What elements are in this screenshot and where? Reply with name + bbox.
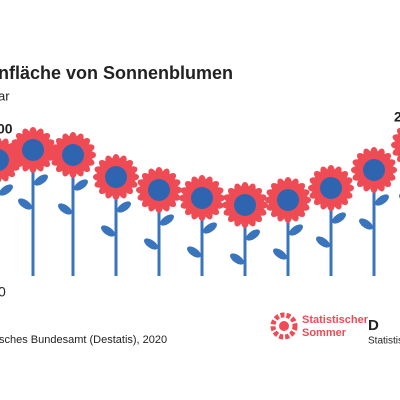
label: 0 xyxy=(0,284,6,300)
leaf xyxy=(359,218,373,230)
leaf xyxy=(332,212,346,224)
logo2-mark: D xyxy=(368,317,379,334)
leaf xyxy=(144,238,158,250)
seed-head xyxy=(22,139,44,161)
seed-head xyxy=(277,189,299,211)
seed-head xyxy=(320,177,342,199)
leaf xyxy=(203,222,217,234)
leaf xyxy=(316,236,330,248)
logo: Statistischer Sommer xyxy=(270,312,369,340)
leaf xyxy=(289,224,303,236)
leaf xyxy=(375,194,389,206)
leaf xyxy=(101,225,115,237)
leaf xyxy=(246,229,260,241)
label: 00 xyxy=(0,121,13,137)
seed-head xyxy=(148,179,170,201)
petal xyxy=(392,134,400,144)
leaf xyxy=(18,198,32,210)
logo-icon xyxy=(279,321,289,331)
flower xyxy=(93,154,139,276)
flowers xyxy=(0,127,400,276)
seed-head xyxy=(191,187,213,209)
seed-head xyxy=(234,194,256,216)
leaf xyxy=(34,174,48,186)
flower xyxy=(265,177,311,276)
flower xyxy=(136,167,182,276)
flower xyxy=(308,165,354,276)
leaf xyxy=(117,201,131,213)
leaf xyxy=(0,184,13,196)
petal xyxy=(392,146,400,156)
flower xyxy=(10,127,56,276)
flower xyxy=(179,175,225,276)
leaf xyxy=(58,203,72,215)
logo-icon xyxy=(270,312,298,340)
leaf xyxy=(273,248,287,260)
title: nfläche von Sonnenblumen xyxy=(0,63,233,83)
seed-head xyxy=(62,144,84,166)
flower xyxy=(222,182,268,276)
logo2-text: Statistisc xyxy=(368,336,400,347)
flower xyxy=(391,127,400,205)
source: sches Bundesamt (Destatis), 2020 xyxy=(0,334,167,346)
seed-head xyxy=(363,159,385,181)
subtitle: ar xyxy=(0,88,10,103)
logo-text: Sommer xyxy=(302,327,347,339)
leaf xyxy=(187,246,201,258)
flower xyxy=(50,132,96,276)
leaf xyxy=(230,253,244,265)
petal xyxy=(391,141,400,149)
logo-text: Statistischer xyxy=(302,314,369,326)
leaf xyxy=(74,179,88,191)
label: 2 xyxy=(394,109,400,125)
leaf xyxy=(160,214,174,226)
seed-head xyxy=(0,149,9,171)
seed-head xyxy=(105,166,127,188)
flower xyxy=(351,147,397,276)
